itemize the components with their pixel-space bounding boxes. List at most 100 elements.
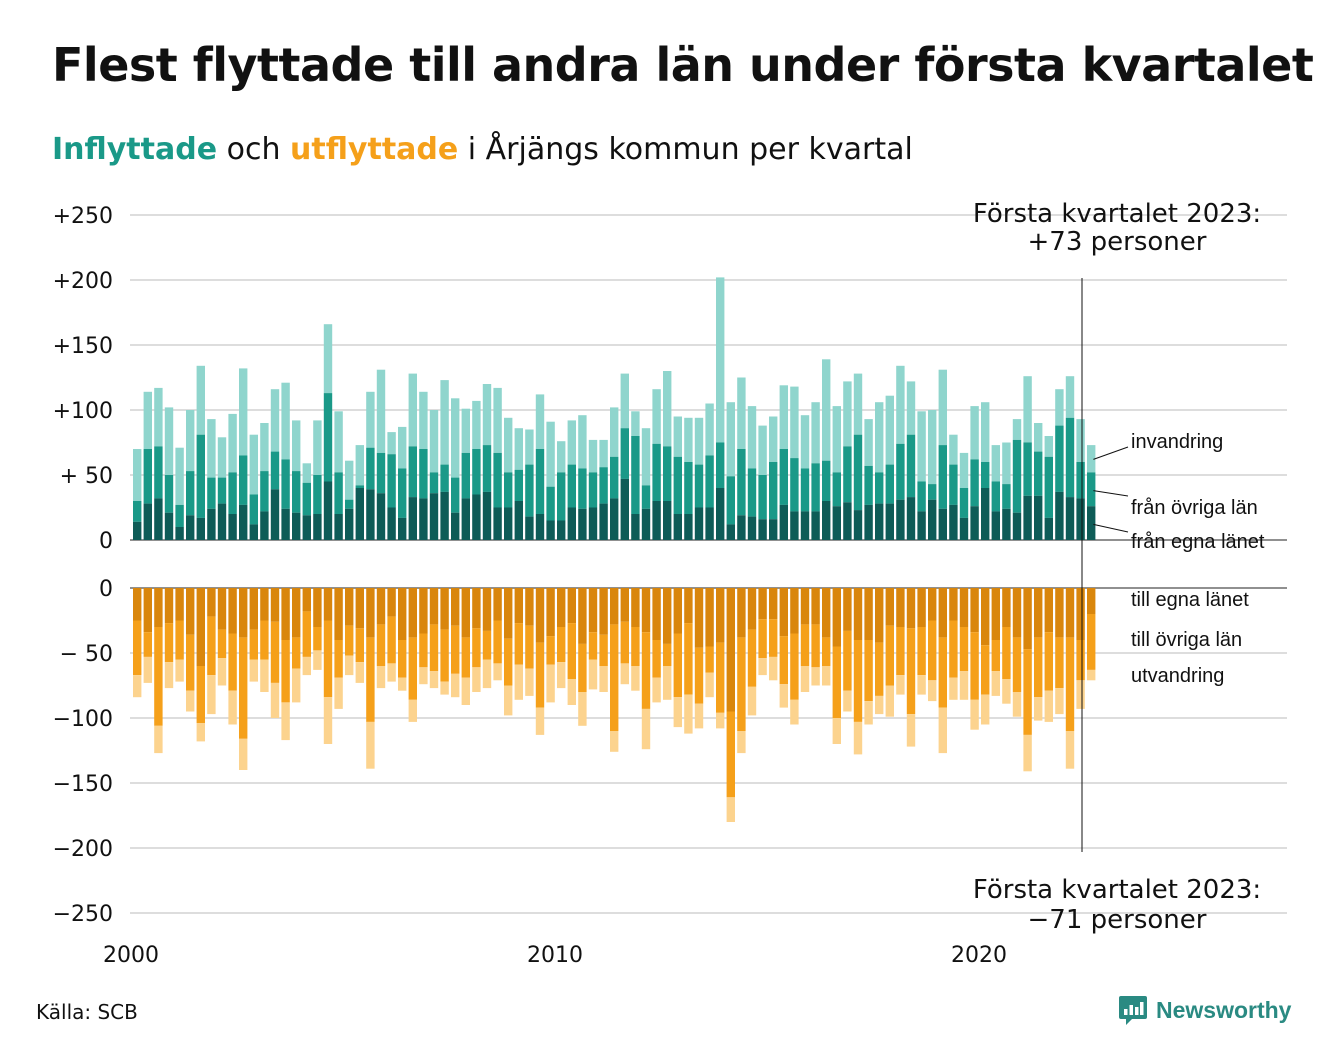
bar-in-egna-lanet — [1012, 512, 1022, 540]
bar-in-invandring — [875, 402, 884, 473]
annotation-bottom-line1: Första kvartalet 2023: — [973, 875, 1261, 905]
bar-in-egna-lanet — [769, 519, 778, 540]
bar-in-ovriga-lan — [641, 485, 651, 509]
bar-in-invandring — [811, 402, 820, 464]
bar-out-egna-lanet — [811, 588, 820, 625]
label-utvandring: utvandring — [1131, 665, 1224, 687]
bar-out-egna-lanet — [970, 588, 979, 633]
bar-out-ovriga-lan — [673, 633, 682, 698]
bar-in-ovriga-lan — [663, 446, 672, 501]
bar-in-egna-lanet — [663, 501, 672, 540]
bar-out-egna-lanet — [1065, 588, 1075, 638]
bar-out-egna-lanet — [981, 588, 990, 646]
y-tick-top: +100 — [53, 399, 113, 424]
bar-in-egna-lanet — [673, 514, 682, 540]
bar-out-egna-lanet — [726, 588, 735, 712]
bar-in-ovriga-lan — [270, 451, 280, 490]
bar-out-utvandring — [578, 692, 587, 726]
y-tick-top: + 50 — [60, 464, 113, 489]
bar-in-egna-lanet — [737, 515, 746, 540]
bar-in-egna-lanet — [1055, 491, 1064, 540]
bar-out-utvandring — [482, 659, 492, 689]
bar-out-egna-lanet — [694, 588, 704, 648]
bar-out-egna-lanet — [525, 588, 534, 626]
bar-out-utvandring — [567, 679, 576, 705]
bar-in-invandring — [726, 402, 735, 477]
bar-in-egna-lanet — [959, 517, 969, 540]
chart-subtitle: Inflyttade och utflyttade i Årjängs komm… — [52, 132, 913, 167]
y-tick-bottom: −250 — [53, 902, 113, 927]
bar-out-egna-lanet — [429, 588, 439, 625]
bar-in-invandring — [196, 365, 205, 435]
bar-out-ovriga-lan — [705, 646, 714, 673]
bar-out-ovriga-lan — [1065, 637, 1075, 731]
bar-in-invandring — [779, 385, 788, 449]
bar-in-egna-lanet — [207, 508, 216, 540]
bar-out-egna-lanet — [843, 588, 852, 631]
bar-in-invandring — [1065, 376, 1075, 418]
bar-in-invandring — [472, 400, 481, 449]
bar-out-utvandring — [864, 701, 873, 725]
bar-in-ovriga-lan — [228, 472, 237, 514]
bar-in-ovriga-lan — [313, 475, 322, 514]
y-tick-bottom: −150 — [53, 772, 113, 797]
bar-in-ovriga-lan — [260, 471, 269, 512]
bar-out-utvandring — [758, 658, 767, 676]
bar-out-ovriga-lan — [864, 640, 873, 702]
bar-out-ovriga-lan — [885, 625, 894, 686]
bar-in-invandring — [769, 416, 778, 462]
bar-in-egna-lanet — [493, 507, 502, 540]
bar-in-ovriga-lan — [599, 467, 608, 504]
bar-in-egna-lanet — [578, 508, 587, 540]
bar-out-utvandring — [355, 662, 364, 683]
bar-out-ovriga-lan — [281, 640, 290, 703]
bar-out-ovriga-lan — [811, 624, 820, 668]
bar-in-ovriga-lan — [334, 472, 343, 514]
bar-out-egna-lanet — [737, 588, 746, 638]
bar-in-ovriga-lan — [196, 434, 205, 518]
y-tick-top: +150 — [53, 334, 113, 359]
bar-out-egna-lanet — [270, 588, 280, 622]
bar-in-invandring — [673, 416, 682, 457]
bar-in-ovriga-lan — [864, 465, 873, 505]
bar-in-egna-lanet — [461, 498, 470, 540]
bar-out-ovriga-lan — [493, 620, 502, 664]
bar-out-utvandring — [429, 671, 439, 689]
bar-out-egna-lanet — [641, 588, 651, 633]
bar-in-invandring — [133, 449, 142, 501]
bar-out-utvandring — [1044, 690, 1053, 722]
bar-out-utvandring — [1076, 680, 1085, 709]
bar-out-utvandring — [196, 723, 205, 742]
bar-out-ovriga-lan — [1023, 649, 1032, 735]
bar-out-utvandring — [716, 712, 725, 729]
bar-out-ovriga-lan — [800, 624, 810, 666]
bar-in-invandring — [408, 373, 417, 447]
bar-out-utvandring — [143, 656, 152, 683]
bar-out-egna-lanet — [684, 588, 693, 624]
bar-out-ovriga-lan — [228, 633, 237, 691]
bar-out-ovriga-lan — [694, 647, 704, 704]
bar-in-invandring — [896, 365, 905, 444]
bar-in-invandring — [694, 417, 704, 465]
bar-out-ovriga-lan — [567, 623, 576, 679]
bar-in-invandring — [239, 368, 248, 456]
bar-out-egna-lanet — [705, 588, 714, 647]
bar-out-ovriga-lan — [949, 620, 958, 678]
y-tick-bottom: − 50 — [60, 642, 113, 667]
bar-out-egna-lanet — [196, 588, 205, 666]
bar-in-egna-lanet — [514, 501, 523, 540]
bar-out-utvandring — [1012, 692, 1022, 717]
bar-in-ovriga-lan — [419, 449, 428, 499]
bar-out-egna-lanet — [875, 588, 884, 643]
bar-out-ovriga-lan — [514, 623, 523, 665]
bar-out-egna-lanet — [366, 588, 375, 638]
bar-out-egna-lanet — [779, 588, 788, 637]
bar-in-ovriga-lan — [207, 477, 216, 509]
bar-in-egna-lanet — [567, 507, 576, 540]
bar-in-ovriga-lan — [217, 477, 227, 504]
bar-in-egna-lanet — [239, 504, 248, 540]
bar-in-egna-lanet — [249, 524, 258, 540]
bar-in-egna-lanet — [451, 512, 460, 540]
bar-out-ovriga-lan — [429, 624, 439, 672]
x-tick: 2010 — [527, 943, 583, 968]
